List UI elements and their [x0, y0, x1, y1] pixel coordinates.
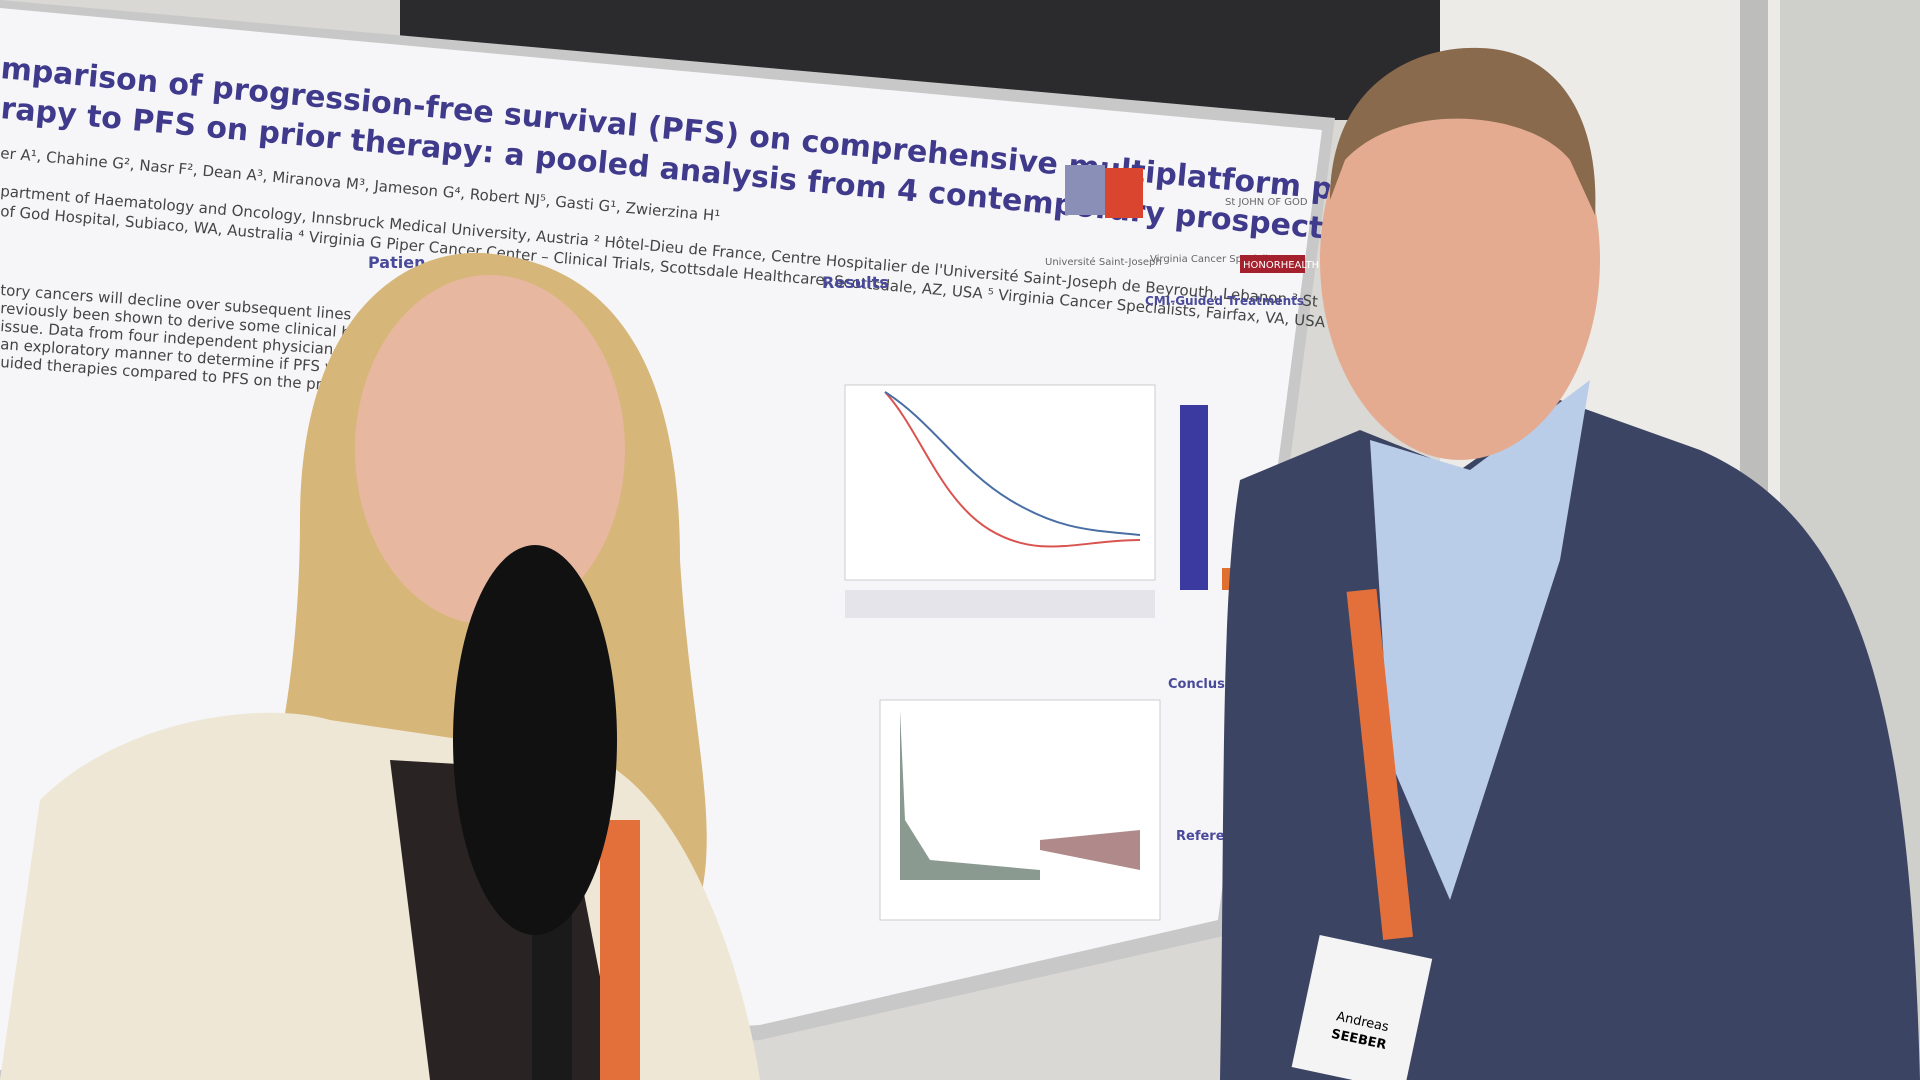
man: Andreas SEEBER — [1220, 47, 1920, 1080]
figure-bar — [1180, 405, 1208, 590]
section-heading: CMI-Guided Treatments — [1145, 294, 1304, 308]
shirt — [1370, 380, 1590, 900]
figure-caption — [845, 590, 1155, 618]
logo — [1240, 255, 1305, 273]
logo-text: HONORHEALTH — [1243, 260, 1319, 271]
logo — [1105, 168, 1143, 218]
section-heading: Patien — [368, 253, 425, 272]
name-badge — [1291, 934, 1433, 1080]
figure-bars — [900, 710, 1040, 880]
lanyard — [600, 820, 640, 1080]
figure-bars — [1040, 830, 1140, 870]
logo-text: Université Saint-Joseph — [1045, 256, 1162, 268]
figure — [844, 384, 1156, 581]
logo — [1065, 165, 1105, 215]
logo-text: St JOHN OF GOD — [1225, 197, 1308, 208]
section-heading: Results — [822, 273, 889, 292]
logo-text: Virginia Cancer Specialists — [1150, 254, 1282, 265]
face — [355, 275, 625, 625]
hair — [1330, 47, 1596, 215]
microphone — [453, 545, 617, 1080]
figure-curve — [884, 391, 1141, 548]
face — [1320, 60, 1600, 460]
figure-curve — [884, 391, 1141, 536]
mic-windscreen — [453, 545, 617, 935]
figure — [879, 699, 1161, 921]
lanyard — [1346, 588, 1413, 940]
